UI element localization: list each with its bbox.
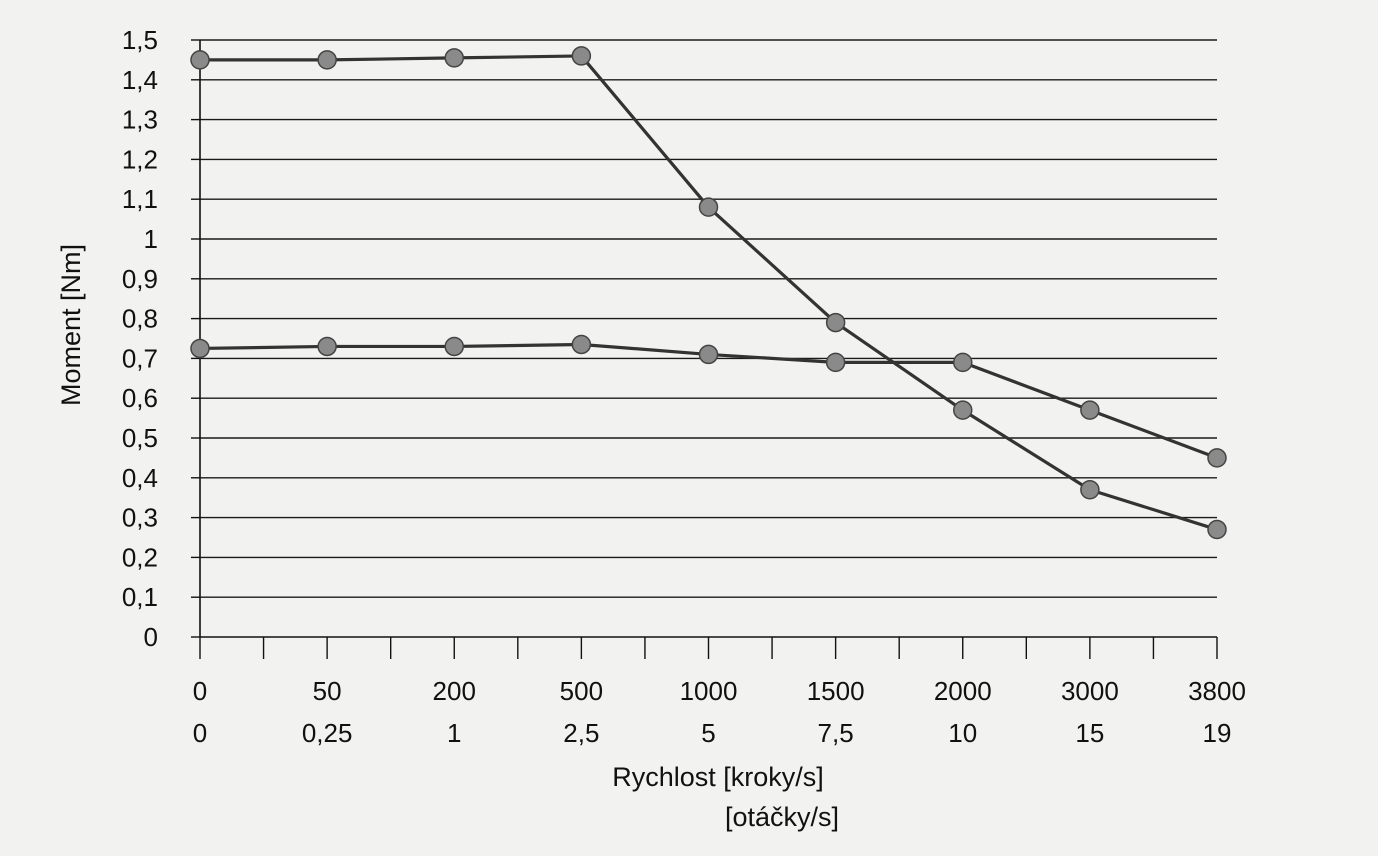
series-layer <box>190 46 1227 540</box>
axis-layer <box>191 39 1218 659</box>
y-axis-title: Moment [Nm] <box>56 244 86 406</box>
y-tick-label-0: 0 <box>144 622 158 652</box>
y-tick-label-9: 0,9 <box>122 264 158 294</box>
series-2-point-5 <box>825 352 846 373</box>
y-tick-label-12: 1,2 <box>122 144 158 174</box>
x-tick-label-0: 0 <box>193 676 207 706</box>
series-2-point-7 <box>1080 400 1100 420</box>
label-layer: Moment [Nm] Rychlost [kroky/s] [otáčky/s… <box>56 25 1246 832</box>
y-tick-label-4: 0,4 <box>122 463 158 493</box>
series-2-point-3 <box>571 334 592 355</box>
x-axis-title: Rychlost [kroky/s] <box>612 762 824 792</box>
x-tick-label-4: 1000 <box>680 676 738 706</box>
x-tick-label-7: 3000 <box>1061 676 1119 706</box>
x-tick-label-secondary-1: 0,25 <box>302 718 353 748</box>
y-tick-label-1: 0,1 <box>122 582 158 612</box>
series-2-point-4 <box>698 344 719 365</box>
y-tick-label-14: 1,4 <box>122 65 158 95</box>
x-tick-label-secondary-7: 15 <box>1075 718 1104 748</box>
series-1-line <box>200 54 1218 532</box>
x-axis-title-secondary: [otáčky/s] <box>725 802 839 832</box>
x-tick-label-secondary-0: 0 <box>193 718 207 748</box>
y-tick-label-5: 0,5 <box>122 423 158 453</box>
series-2-point-2 <box>444 336 464 357</box>
x-tick-label-1: 50 <box>313 676 342 706</box>
x-tick-label-3: 500 <box>560 676 603 706</box>
y-tick-label-7: 0,7 <box>122 343 158 373</box>
x-tick-label-secondary-8: 19 <box>1203 718 1232 748</box>
x-tick-label-secondary-5: 7,5 <box>818 718 854 748</box>
series-1-point-7 <box>1080 479 1100 500</box>
y-tick-label-8: 0,8 <box>122 304 158 334</box>
series-1-point-8 <box>1207 519 1227 540</box>
series-1-point-4 <box>698 197 719 217</box>
x-tick-label-secondary-2: 1 <box>447 718 461 748</box>
series-1-point-1 <box>317 50 337 70</box>
series-1-point-6 <box>953 400 973 420</box>
series-1-point-3 <box>571 46 592 66</box>
y-tick-label-6: 0,6 <box>122 383 158 413</box>
x-tick-label-secondary-4: 5 <box>701 718 715 748</box>
x-tick-label-secondary-3: 2,5 <box>563 718 599 748</box>
series-2-point-0 <box>190 338 210 359</box>
series-2-point-1 <box>317 336 337 357</box>
series-1-point-0 <box>190 50 210 70</box>
x-tick-label-6: 2000 <box>934 676 992 706</box>
y-tick-label-15: 1,5 <box>122 25 158 55</box>
series-1-point-5 <box>825 312 846 333</box>
y-tick-label-10: 1 <box>144 224 158 254</box>
series-1-point-2 <box>444 48 464 68</box>
x-tick-label-secondary-6: 10 <box>948 718 977 748</box>
y-tick-label-3: 0,3 <box>122 503 158 533</box>
series-2-point-8 <box>1207 448 1227 468</box>
y-tick-label-2: 0,2 <box>122 542 158 572</box>
series-2-point-6 <box>953 352 973 373</box>
y-tick-label-11: 1,1 <box>122 184 158 214</box>
grid-layer <box>200 39 1217 598</box>
x-tick-label-2: 200 <box>433 676 476 706</box>
x-tick-label-8: 3800 <box>1188 676 1246 706</box>
x-tick-label-5: 1500 <box>807 676 865 706</box>
y-tick-label-13: 1,3 <box>122 105 158 135</box>
